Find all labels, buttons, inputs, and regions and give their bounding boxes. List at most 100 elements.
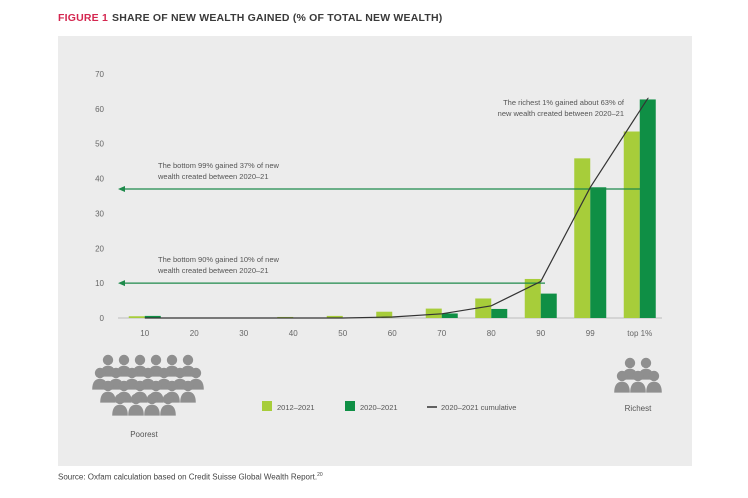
x-tick-label: 99 [586, 329, 595, 338]
poor-person-head [94, 367, 106, 379]
legend: 2012–2021 2020–2021 2020–2021 cumulative [262, 401, 516, 412]
bar-2012-2021 [425, 308, 442, 318]
bar-2020-2021 [639, 99, 656, 319]
y-tick-label: 10 [95, 279, 104, 288]
poor-person-head [102, 380, 114, 392]
poor-person-head [114, 393, 126, 405]
y-tick-label: 60 [95, 105, 104, 114]
source-footnote: 20 [317, 472, 323, 478]
bar-2020-2021 [144, 315, 161, 318]
poor-person-body [144, 404, 160, 416]
y-tick-label: 0 [100, 314, 105, 323]
rich-person-head [648, 370, 660, 382]
bar-2020-2021 [590, 187, 607, 318]
poor-person-head [110, 367, 122, 379]
bar-2012-2021 [574, 158, 591, 318]
bar-2012-2021 [623, 131, 640, 318]
rich-person-body [630, 381, 646, 393]
bar-2012-2021 [524, 278, 541, 318]
poorest-people-icon [92, 354, 204, 416]
x-tick-label: 10 [140, 329, 149, 338]
poor-person-body [112, 404, 128, 416]
poor-person-head [162, 393, 174, 405]
bars [128, 99, 656, 319]
x-tick-label: 30 [239, 329, 248, 338]
y-tick-label: 50 [95, 140, 104, 149]
annotation-line-text: The richest 1% gained about 63% of [503, 98, 625, 107]
legend-label-2012-2021: 2012–2021 [277, 403, 315, 412]
y-tick-label: 30 [95, 209, 104, 218]
poor-person-body [180, 391, 196, 403]
annotation-bottom-99-arrowhead [118, 186, 125, 193]
annotation-line-text: new wealth created between 2020–21 [498, 109, 624, 118]
y-tick-label: 70 [95, 70, 104, 79]
y-axis: 0 10 20 30 40 50 60 70 [95, 70, 104, 323]
legend-swatch-2012-2021 [262, 401, 272, 411]
annotation-bottom-99-text: The bottom 99% gained 37% of new wealth c… [157, 161, 279, 181]
x-tick-label: top 1% [627, 329, 652, 338]
x-tick-label: 50 [338, 329, 347, 338]
source-note: Source: Oxfam calculation based on Credi… [58, 472, 323, 482]
bar-2012-2021 [326, 315, 343, 318]
legend-label-2020-2021: 2020–2021 [360, 403, 398, 412]
poor-person-head [142, 367, 154, 379]
y-tick-label: 40 [95, 175, 104, 184]
rich-person-head [632, 370, 644, 382]
annotation-line-text: wealth created between 2020–21 [157, 172, 269, 181]
poor-person-head [182, 380, 194, 392]
poor-person-body [128, 404, 144, 416]
annotations: The richest 1% gained about 63% of new we… [118, 98, 640, 287]
rich-person-head [624, 357, 636, 369]
x-tick-label: 40 [289, 329, 298, 338]
bar-2020-2021 [491, 308, 508, 318]
x-tick-label: 20 [190, 329, 199, 338]
bar-2012-2021 [376, 311, 393, 318]
poor-person-head [134, 354, 146, 366]
richest-people-icon [614, 357, 662, 393]
poor-person-head [134, 380, 146, 392]
poor-person-head [130, 393, 142, 405]
poor-person-head [118, 354, 130, 366]
poor-person-body [160, 404, 176, 416]
poor-person-body [100, 391, 116, 403]
poor-person-head [158, 367, 170, 379]
annotation-bottom-90-text: The bottom 90% gained 10% of new wealth c… [157, 255, 279, 275]
y-tick-label: 20 [95, 244, 104, 253]
richest-label: Richest [625, 404, 652, 413]
annotation-line-text: wealth created between 2020–21 [157, 266, 269, 275]
bar-2020-2021 [540, 293, 557, 318]
bar-2020-2021 [441, 313, 458, 318]
poor-person-head [126, 367, 138, 379]
poor-person-head [150, 354, 162, 366]
cumulative-line [144, 97, 649, 319]
rich-person-head [640, 357, 652, 369]
rich-person-head [616, 370, 628, 382]
poor-person-head [166, 354, 178, 366]
legend-swatch-2020-2021 [345, 401, 355, 411]
poor-person-head [150, 380, 162, 392]
figure-title: FIGURE 1 SHARE OF NEW WEALTH GAINED (% OF… [58, 12, 442, 24]
poor-person-head [174, 367, 186, 379]
legend-label-cumulative: 2020–2021 cumulative [441, 403, 516, 412]
poorest-label: Poorest [130, 430, 158, 439]
poor-person-head [118, 380, 130, 392]
bar-2012-2021 [475, 298, 492, 318]
annotation-line-text: The bottom 90% gained 10% of new [158, 255, 279, 264]
poor-person-head [146, 393, 158, 405]
poor-person-head [190, 367, 202, 379]
x-tick-label: 70 [437, 329, 446, 338]
rich-person-body [646, 381, 662, 393]
rich-person-body [614, 381, 630, 393]
figure-title-text: SHARE OF NEW WEALTH GAINED (% OF TOTAL N… [112, 12, 443, 24]
annotation-bottom-90-arrowhead [118, 280, 125, 287]
poor-person-head [166, 380, 178, 392]
poor-person-head [182, 354, 194, 366]
x-tick-label: 60 [388, 329, 397, 338]
x-axis: 10 20 30 40 50 60 70 80 90 99 top 1% [140, 329, 652, 338]
poor-person-head [102, 354, 114, 366]
annotation-line-text: The bottom 99% gained 37% of new [158, 161, 279, 170]
annotation-richest: The richest 1% gained about 63% of new we… [498, 98, 625, 118]
figure-number: FIGURE 1 [58, 12, 109, 24]
bar-2012-2021 [128, 316, 145, 318]
